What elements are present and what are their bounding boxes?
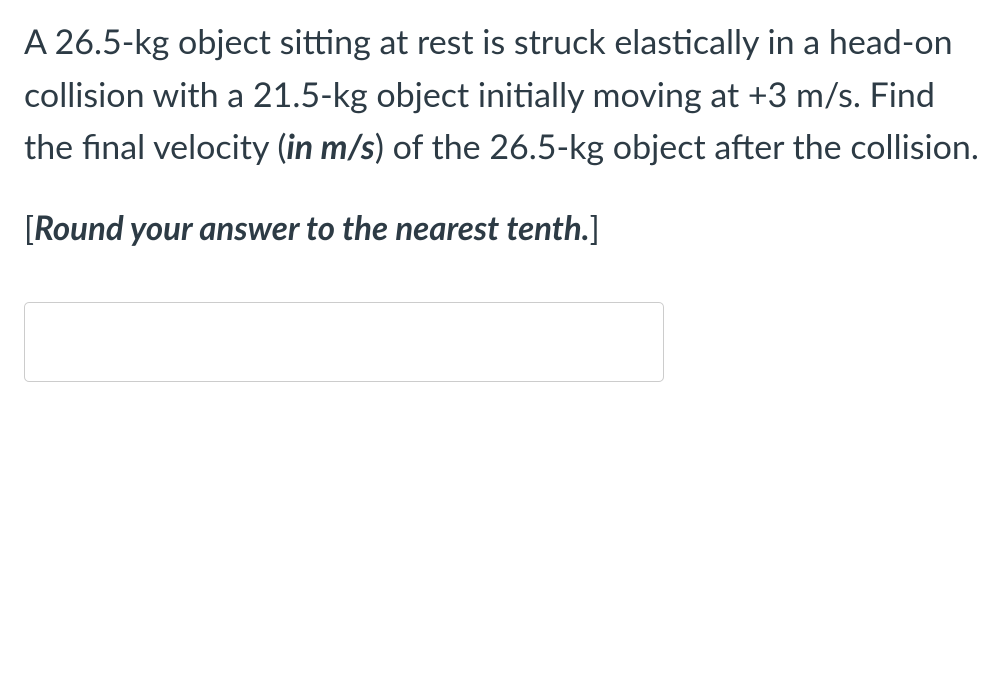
question-emphasis: in m/s bbox=[286, 126, 374, 167]
answer-input[interactable] bbox=[24, 302, 664, 382]
bracket-open: [ bbox=[24, 208, 34, 248]
question-text: A 26.5-kg object sitting at rest is stru… bbox=[24, 16, 981, 174]
question-part2: ) of the 26.5-kg object after the collis… bbox=[375, 126, 979, 167]
instruction-text: [Round your answer to the nearest tenth.… bbox=[24, 204, 981, 254]
instruction-content: Round your answer to the nearest tenth. bbox=[34, 208, 589, 248]
bracket-close: ] bbox=[590, 208, 600, 248]
